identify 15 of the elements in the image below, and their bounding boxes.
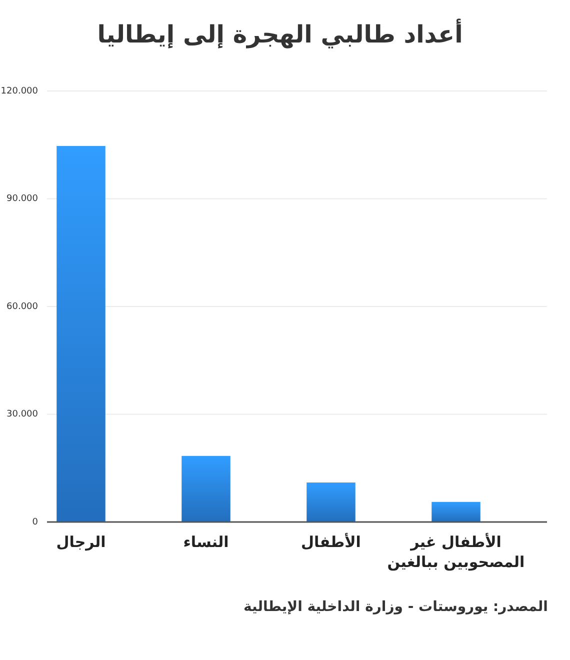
bar: [182, 456, 230, 522]
y-tick-label: 120.000: [0, 86, 38, 96]
x-tick-label: النساء: [183, 533, 229, 552]
bar: [56, 146, 106, 522]
y-tick-label: 90.000: [6, 194, 38, 204]
x-tick-label: الرجال: [56, 533, 106, 552]
bar: [306, 482, 356, 522]
bar: [432, 502, 480, 522]
x-tick-label: الأطفال غير المصحوبين ببالغين: [387, 532, 525, 572]
x-tick-label: الأطفال: [301, 532, 361, 552]
text: المصدر: يوروستات - وزارة الداخلية الإيطالية: [244, 598, 548, 615]
chart-title: أعداد طالبي الهجرة إلى إيطاليا: [97, 18, 463, 49]
y-tick-label: 60.000: [6, 302, 38, 312]
y-tick-label: 0: [32, 517, 38, 528]
y-tick-label: 30.000: [6, 410, 38, 420]
